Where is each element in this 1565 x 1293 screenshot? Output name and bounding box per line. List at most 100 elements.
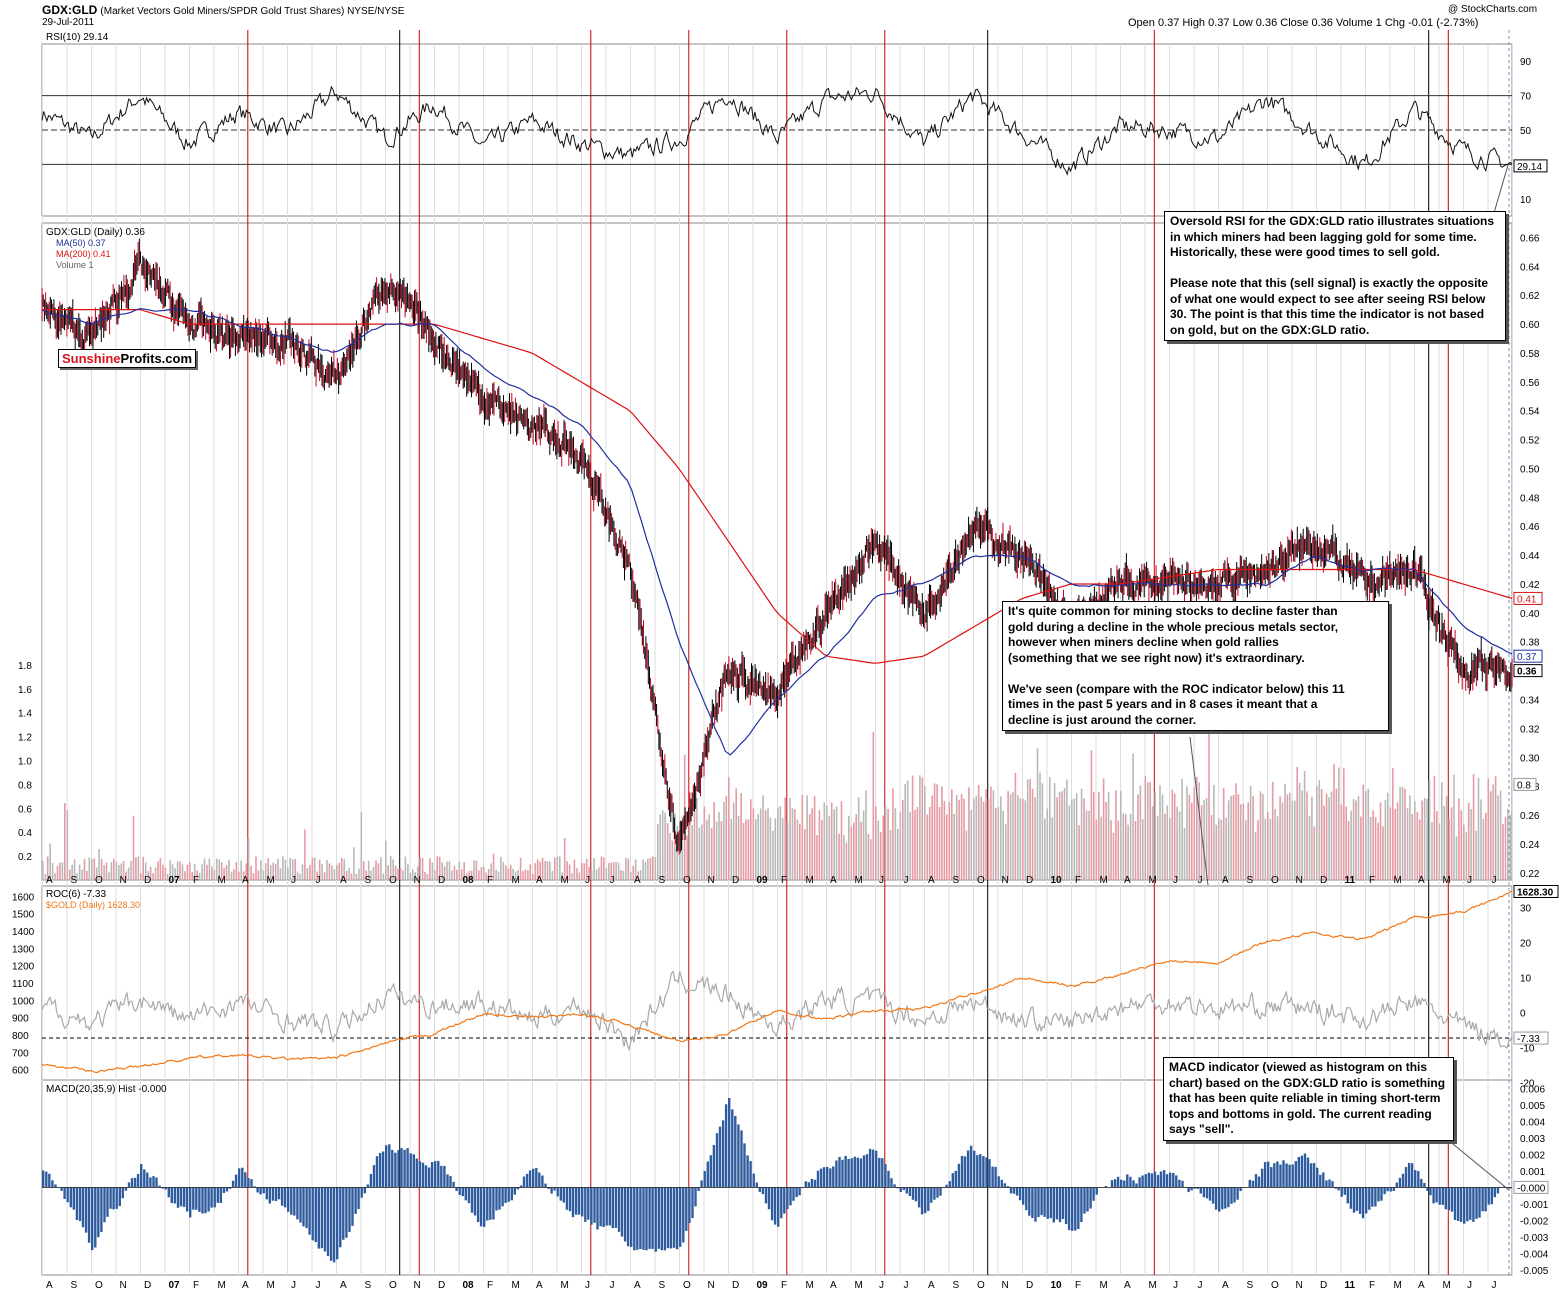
volume-bar <box>66 809 69 880</box>
macd-bar <box>234 1174 238 1188</box>
macd-bar <box>1196 1187 1199 1189</box>
volume-bar <box>786 821 789 880</box>
macd-bar <box>1429 1187 1432 1196</box>
volume-bar <box>1480 799 1482 880</box>
macd-bar <box>1493 1187 1496 1198</box>
volume-bar <box>1352 799 1355 880</box>
volume-bar <box>1298 782 1301 880</box>
macd-bar <box>1282 1160 1285 1188</box>
macd-bar <box>556 1187 559 1197</box>
macd-bar <box>1438 1187 1441 1205</box>
volume-bar <box>59 862 61 880</box>
volume-bar <box>781 818 784 880</box>
macd-bar <box>228 1187 232 1189</box>
volume-tick-label: 0.4 <box>18 828 32 839</box>
macd-bar <box>587 1187 590 1220</box>
gold-tick-label: 1600 <box>12 892 35 903</box>
macd-bar <box>446 1174 449 1188</box>
macd-note-pointer <box>1441 1134 1510 1191</box>
x-axis-label: F <box>1075 875 1081 886</box>
volume-bar <box>517 870 519 880</box>
macd-bar <box>1120 1179 1123 1188</box>
volume-bar <box>630 872 632 880</box>
macd-bar <box>1466 1187 1469 1222</box>
volume-bar <box>1139 785 1142 880</box>
volume-bar <box>1073 798 1076 880</box>
volume-bar <box>215 858 218 880</box>
macd-bar <box>593 1187 596 1223</box>
volume-bar <box>556 856 559 880</box>
volume-bar <box>365 870 367 880</box>
ma200-line <box>42 309 1513 664</box>
volume-bar <box>1291 800 1294 880</box>
macd-bar <box>770 1187 774 1221</box>
volume-bar <box>1066 779 1068 880</box>
x-axis-label: F <box>1075 1280 1081 1291</box>
volume-bar <box>612 862 615 880</box>
gold-tick-label: 1400 <box>12 927 35 938</box>
x-axis-label: J <box>1173 1280 1178 1291</box>
macd-tick-label: -0.001 <box>1520 1200 1549 1211</box>
volume-bar <box>1220 819 1223 880</box>
volume-bar <box>1404 788 1406 880</box>
volume-bar <box>294 859 296 880</box>
macd-bar <box>838 1157 841 1188</box>
volume-bar <box>95 867 98 880</box>
macd-bar <box>985 1157 988 1188</box>
volume-bar <box>977 784 980 880</box>
macd-bar <box>804 1181 807 1188</box>
macd-bar <box>532 1168 535 1188</box>
x-axis-label: S <box>365 1280 372 1291</box>
macd-bar <box>42 1170 45 1188</box>
volume-bar <box>755 819 757 880</box>
volume-bar <box>201 864 203 880</box>
volume-bar <box>1085 810 1088 880</box>
volume-bar <box>193 863 196 880</box>
macd-bar <box>1034 1187 1037 1222</box>
macd-bar <box>1383 1187 1386 1195</box>
volume-tick-label: 1.6 <box>18 685 32 696</box>
volume-bar <box>282 856 284 880</box>
macd-bar <box>1116 1176 1120 1188</box>
volume-bar <box>115 861 118 880</box>
macd-bar <box>890 1178 893 1188</box>
macd-bar <box>170 1187 173 1204</box>
volume-bar <box>1100 816 1102 880</box>
volume-bar <box>850 826 853 880</box>
macd-bar <box>1064 1187 1068 1225</box>
volume-bar <box>764 810 767 880</box>
macd-bar <box>1187 1187 1190 1193</box>
macd-bar <box>878 1157 881 1188</box>
macd-bar <box>72 1187 75 1210</box>
macd-bar <box>253 1186 256 1188</box>
sunshine-profits-logo[interactable]: SunshineProfits.com <box>58 349 197 368</box>
macd-bar <box>724 1104 728 1188</box>
macd-bar <box>654 1187 657 1252</box>
volume-bar <box>108 872 110 880</box>
volume-bar <box>715 821 718 880</box>
volume-bar <box>813 796 816 880</box>
macd-bar <box>1221 1187 1224 1210</box>
volume-bar <box>1448 818 1450 880</box>
macd-bar <box>152 1176 155 1188</box>
copyright-label[interactable]: @ StockCharts.com <box>1448 4 1538 15</box>
macd-bar <box>501 1187 504 1207</box>
x-axis-label: D <box>1026 1280 1033 1291</box>
volume-bar <box>941 786 943 880</box>
macd-bar <box>299 1187 302 1223</box>
x-axis-label: F <box>487 1280 493 1291</box>
volume-bar <box>301 864 304 880</box>
macd-bar <box>902 1187 905 1190</box>
volume-bar <box>568 864 571 880</box>
volume-bar <box>478 870 480 880</box>
rsi-tick-label: 70 <box>1520 92 1532 103</box>
x-axis-label: A <box>634 875 641 886</box>
x-axis-label: A <box>242 875 249 886</box>
volume-bar <box>1019 798 1022 880</box>
macd-bar <box>1083 1187 1086 1214</box>
x-axis-label: N <box>120 875 127 886</box>
x-axis-label: N <box>1296 1280 1303 1291</box>
macd-bar <box>158 1185 161 1188</box>
volume-bar <box>507 868 510 880</box>
volume-bar <box>762 795 764 880</box>
